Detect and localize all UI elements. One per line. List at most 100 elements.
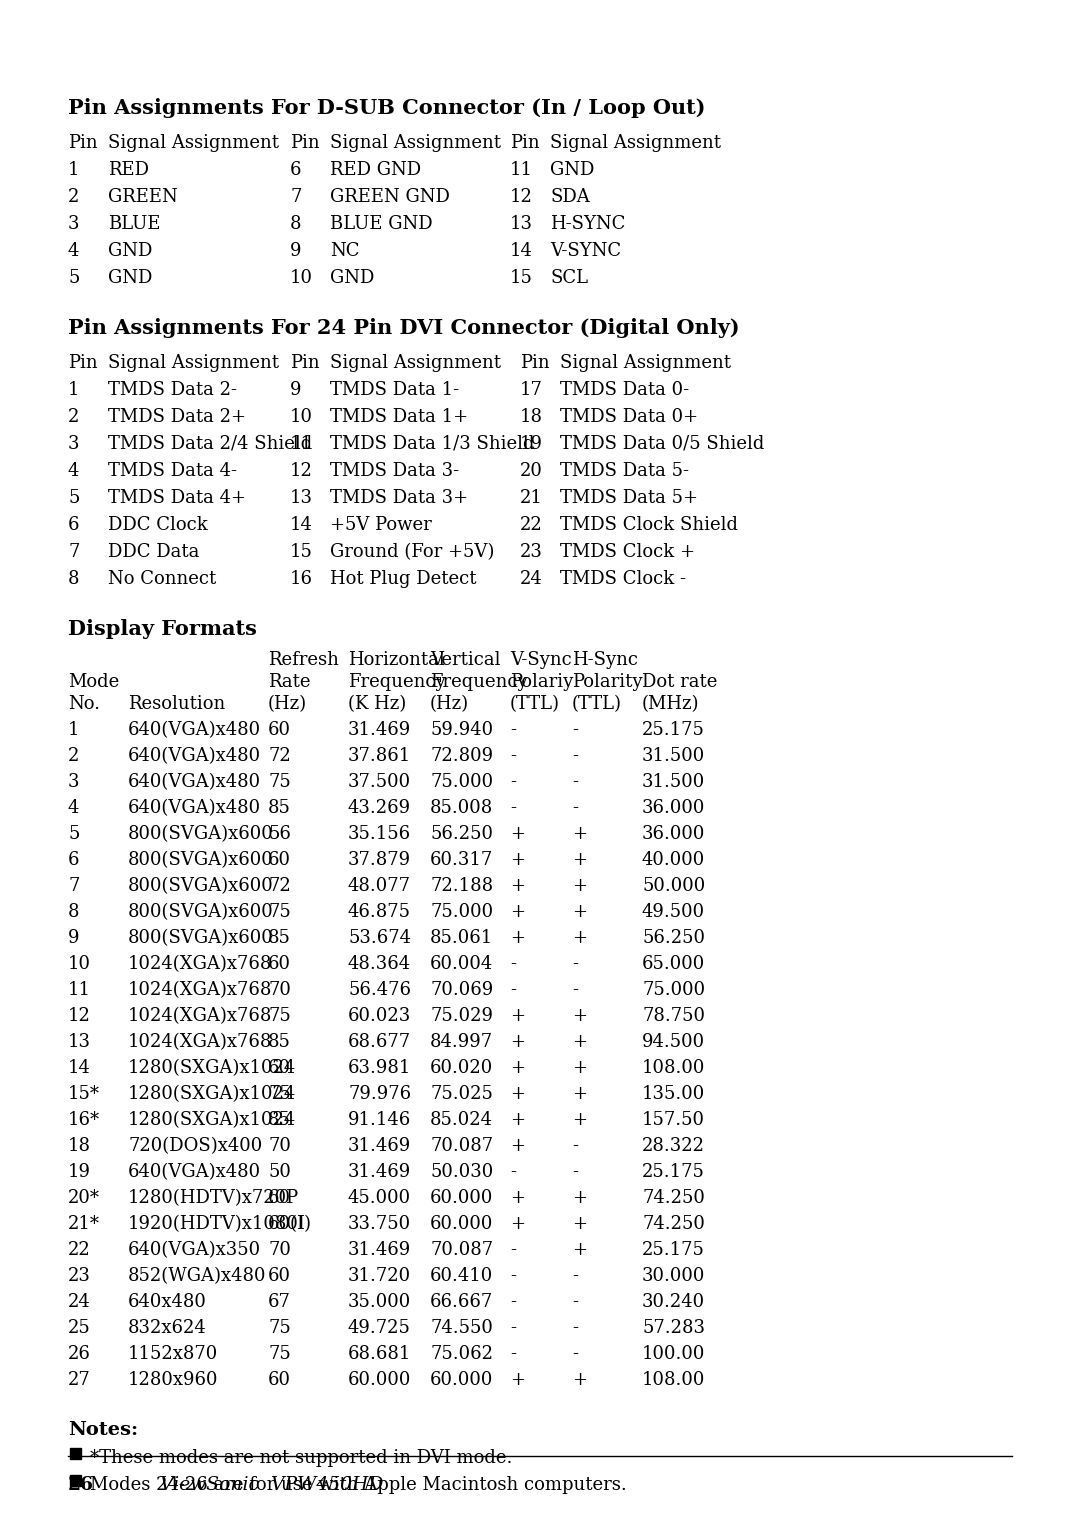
- Text: 15: 15: [510, 269, 532, 287]
- Text: 60.000: 60.000: [430, 1371, 494, 1389]
- Text: 24: 24: [68, 1293, 91, 1311]
- Text: Rate: Rate: [268, 672, 311, 691]
- Text: 7: 7: [68, 542, 79, 561]
- Bar: [70, 1475, 81, 1487]
- Text: GND: GND: [330, 269, 375, 287]
- Text: Modes 24-26 are for use with Apple Macintosh computers.: Modes 24-26 are for use with Apple Macin…: [90, 1476, 626, 1494]
- Text: 85.061: 85.061: [430, 929, 494, 947]
- Text: 59.940: 59.940: [430, 721, 494, 740]
- Text: 37.879: 37.879: [348, 851, 411, 869]
- Text: 4: 4: [68, 241, 79, 260]
- Text: 75.025: 75.025: [430, 1085, 492, 1103]
- Text: 50.000: 50.000: [642, 877, 705, 895]
- Text: 25.175: 25.175: [642, 1163, 705, 1181]
- Text: 37.500: 37.500: [348, 773, 411, 792]
- Text: 70: 70: [268, 1241, 291, 1259]
- Text: 85.024: 85.024: [430, 1111, 492, 1129]
- Text: *These modes are not supported in DVI mode.: *These modes are not supported in DVI mo…: [90, 1449, 512, 1467]
- Text: BLUE GND: BLUE GND: [330, 215, 433, 232]
- Text: TMDS Clock -: TMDS Clock -: [561, 570, 686, 588]
- Text: 14: 14: [510, 241, 532, 260]
- Text: 31.469: 31.469: [348, 1241, 411, 1259]
- Text: 66.667: 66.667: [430, 1293, 494, 1311]
- Text: 23: 23: [519, 542, 543, 561]
- Text: 800(SVGA)x600: 800(SVGA)x600: [129, 825, 273, 843]
- Text: 800(SVGA)x600: 800(SVGA)x600: [129, 877, 273, 895]
- Text: 6: 6: [291, 160, 301, 179]
- Text: 800(SVGA)x600: 800(SVGA)x600: [129, 851, 273, 869]
- Text: 640x480: 640x480: [129, 1293, 207, 1311]
- Text: DDC Clock: DDC Clock: [108, 516, 207, 533]
- Text: 84.997: 84.997: [430, 1033, 494, 1051]
- Text: 60.317: 60.317: [430, 851, 494, 869]
- Text: +5V Power: +5V Power: [330, 516, 432, 533]
- Text: 16: 16: [291, 570, 313, 588]
- Text: 11: 11: [291, 435, 313, 452]
- Text: 85: 85: [268, 799, 291, 817]
- Text: 94.500: 94.500: [642, 1033, 705, 1051]
- Text: 9: 9: [291, 380, 301, 399]
- Text: DDC Data: DDC Data: [108, 542, 200, 561]
- Text: 56.476: 56.476: [348, 981, 411, 999]
- Text: 49.500: 49.500: [642, 903, 705, 921]
- Text: 3: 3: [68, 773, 80, 792]
- Text: 5: 5: [68, 269, 79, 287]
- Text: 60: 60: [268, 955, 291, 973]
- Text: 12: 12: [510, 188, 532, 206]
- Text: 640(VGA)x480: 640(VGA)x480: [129, 773, 261, 792]
- Text: -: -: [510, 1345, 516, 1363]
- Text: RED GND: RED GND: [330, 160, 421, 179]
- Text: Notes:: Notes:: [68, 1421, 138, 1439]
- Text: +: +: [510, 851, 525, 869]
- Text: +: +: [510, 929, 525, 947]
- Text: 27: 27: [68, 1371, 91, 1389]
- Text: -: -: [572, 1293, 578, 1311]
- Text: 75.000: 75.000: [430, 903, 494, 921]
- Text: 60.410: 60.410: [430, 1267, 494, 1285]
- Text: 60.023: 60.023: [348, 1007, 411, 1025]
- Text: 72: 72: [268, 747, 291, 766]
- Text: Pin: Pin: [519, 354, 550, 371]
- Text: 74.250: 74.250: [642, 1215, 705, 1233]
- Text: 3: 3: [68, 215, 80, 232]
- Text: 91.146: 91.146: [348, 1111, 411, 1129]
- Text: Mode: Mode: [68, 672, 119, 691]
- Text: 60.000: 60.000: [430, 1215, 494, 1233]
- Text: SCL: SCL: [550, 269, 588, 287]
- Text: +: +: [572, 929, 588, 947]
- Text: 26: 26: [68, 1345, 91, 1363]
- Text: Hot Plug Detect: Hot Plug Detect: [330, 570, 476, 588]
- Text: TMDS Data 1/3 Shield: TMDS Data 1/3 Shield: [330, 435, 535, 452]
- Text: 11: 11: [68, 981, 91, 999]
- Text: -: -: [510, 1319, 516, 1337]
- Text: +: +: [510, 1007, 525, 1025]
- Text: +: +: [572, 1033, 588, 1051]
- Text: 1280(SXGA)x1024: 1280(SXGA)x1024: [129, 1059, 296, 1077]
- Text: TMDS Data 5+: TMDS Data 5+: [561, 489, 698, 507]
- Text: 70.069: 70.069: [430, 981, 494, 999]
- Text: 25.175: 25.175: [642, 1241, 705, 1259]
- Text: 74.250: 74.250: [642, 1189, 705, 1207]
- Text: (K Hz): (K Hz): [348, 695, 406, 714]
- Text: 56.250: 56.250: [642, 929, 705, 947]
- Text: 640(VGA)x350: 640(VGA)x350: [129, 1241, 261, 1259]
- Text: V-SYNC: V-SYNC: [550, 241, 621, 260]
- Text: 31.469: 31.469: [348, 721, 411, 740]
- Text: -: -: [572, 1345, 578, 1363]
- Text: -: -: [510, 721, 516, 740]
- Text: -: -: [510, 1163, 516, 1181]
- Text: 15*: 15*: [68, 1085, 100, 1103]
- Text: 1152x870: 1152x870: [129, 1345, 218, 1363]
- Text: 67: 67: [268, 1293, 291, 1311]
- Text: -: -: [572, 981, 578, 999]
- Text: +: +: [510, 1085, 525, 1103]
- Text: Ground (For +5V): Ground (For +5V): [330, 542, 495, 561]
- Text: 79.976: 79.976: [348, 1085, 411, 1103]
- Text: 1280(HDTV)x720P: 1280(HDTV)x720P: [129, 1189, 299, 1207]
- Text: 24: 24: [519, 570, 543, 588]
- Text: -: -: [572, 773, 578, 792]
- Text: 7: 7: [68, 877, 79, 895]
- Text: 14: 14: [68, 1059, 91, 1077]
- Text: 6: 6: [68, 851, 80, 869]
- Text: +: +: [572, 1059, 588, 1077]
